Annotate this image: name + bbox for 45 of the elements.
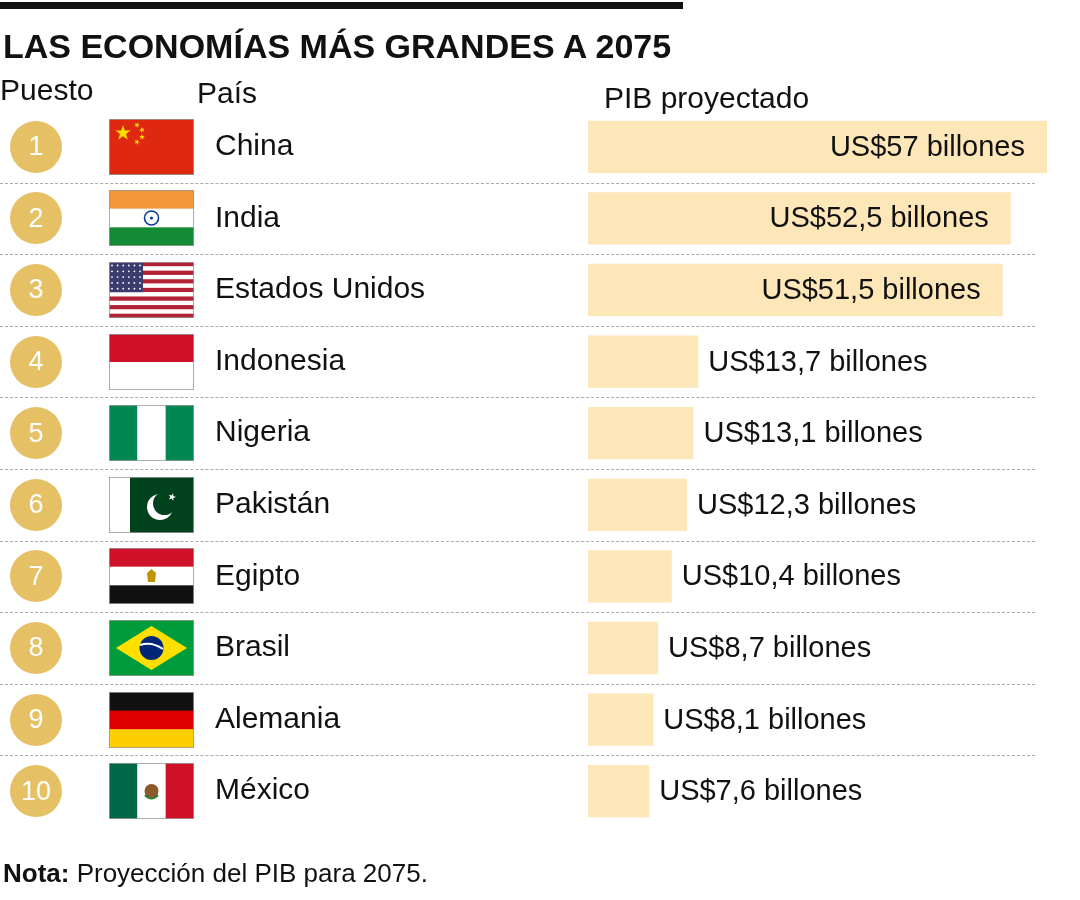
data-label: US$7,6 billones [659, 774, 863, 807]
text: 2 [28, 202, 44, 233]
text: 7 [28, 560, 44, 591]
bar [588, 621, 659, 675]
bar [588, 407, 694, 460]
bar [588, 263, 1003, 317]
bar [588, 550, 672, 603]
data-label: US$13,7 billones [708, 344, 928, 377]
text: 10 [20, 775, 52, 806]
data-label: US$8,1 billones [663, 702, 867, 735]
y-tick-label: Alemania [215, 700, 341, 734]
bar [588, 335, 699, 388]
data-label: US$10,4 billones [681, 559, 902, 592]
y-tick-label: India [215, 199, 281, 233]
bar [588, 765, 650, 818]
text: Nota: Proyección del PIB para 2075. [3, 858, 428, 889]
text: 3 [28, 274, 44, 305]
data-label: US$8,7 billones [668, 631, 872, 663]
data-label: US$13,1 billones [703, 416, 923, 449]
chart-title: LAS ECONOMÍAS MÁS GRANDES A 2075 [3, 27, 672, 66]
bar [588, 478, 688, 531]
text: 9 [28, 704, 44, 735]
y-tick-label: Estados Unidos [215, 271, 426, 305]
text: 5 [28, 417, 44, 448]
text: Puesto [0, 73, 94, 106]
y-tick-label: Nigeria [215, 414, 311, 448]
text: 8 [28, 632, 44, 663]
data-label: US$57 billones [829, 129, 1025, 162]
bar [588, 192, 1011, 245]
bar [588, 693, 654, 746]
data-label: US$12,3 billones [697, 487, 917, 520]
y-tick-label: Brasil [215, 629, 291, 663]
y-tick-label: Indonesia [215, 342, 346, 376]
data-label: US$52,5 billones [769, 201, 989, 234]
y-axis-title: País [197, 76, 258, 109]
text: 6 [28, 489, 44, 520]
y-tick-label: Egipto [215, 557, 301, 591]
bar [588, 120, 1047, 173]
x-axis-title: PIB proyectado [604, 81, 810, 114]
y-tick-label: México [215, 772, 311, 806]
y-tick-label: China [215, 128, 294, 162]
text: 1 [28, 131, 44, 162]
y-tick-label: Pakistán [215, 486, 331, 520]
data-label: US$51,5 billones [761, 273, 981, 305]
text: 4 [28, 346, 44, 377]
